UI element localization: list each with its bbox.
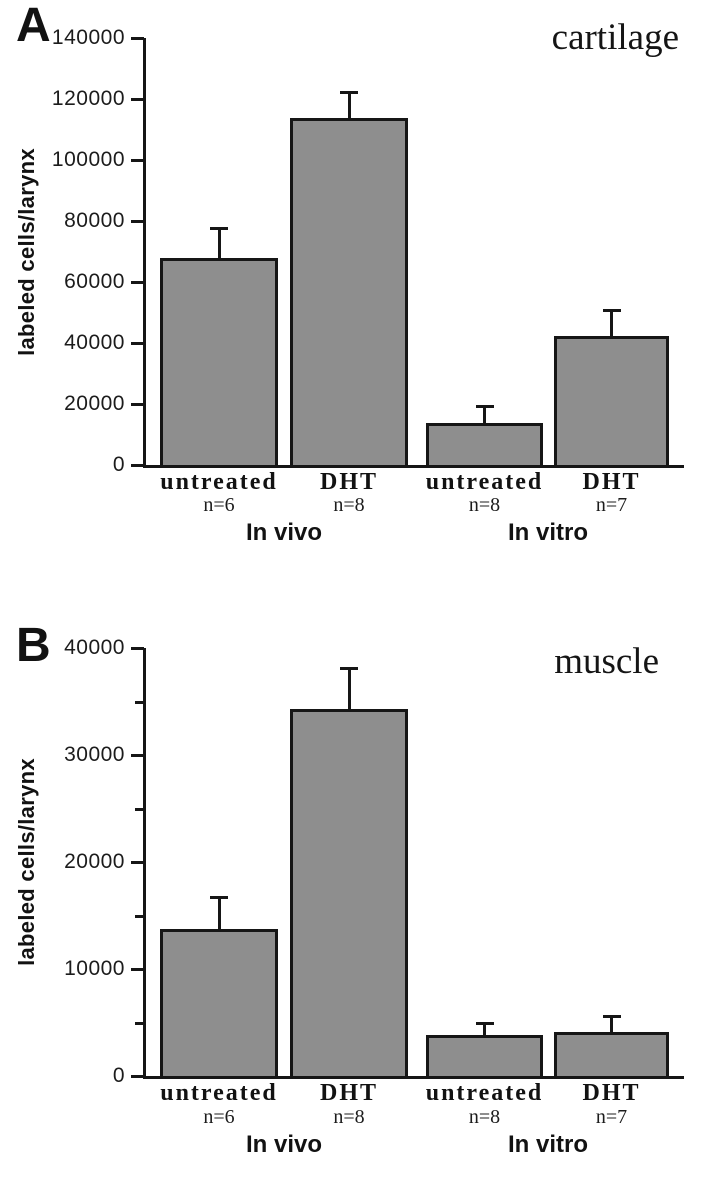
y-tick — [131, 754, 144, 757]
y-tick — [131, 464, 144, 467]
bar-category-label: DHT — [582, 469, 641, 495]
y-tick-label: 120000 — [51, 87, 125, 110]
bar-category-label: untreated — [160, 469, 278, 495]
y-axis — [143, 38, 146, 468]
y-tick-label: 40000 — [64, 636, 125, 659]
bar-category-label: DHT — [319, 469, 378, 495]
error-bar-line — [217, 898, 221, 930]
error-bar-cap — [602, 309, 621, 313]
group-label: In vitro — [507, 519, 588, 546]
y-tick-label: 30000 — [64, 743, 125, 766]
y-minor-tick — [135, 807, 144, 811]
bar-n-label: n=8 — [468, 1106, 501, 1128]
y-tick — [131, 220, 144, 223]
bar-untreated — [160, 929, 278, 1079]
bar-untreated — [426, 1035, 543, 1079]
y-minor-tick — [135, 914, 144, 918]
x-axis — [143, 1076, 684, 1079]
bar-untreated — [426, 422, 543, 468]
bar-n-label: n=8 — [333, 494, 365, 516]
error-bar-cap — [210, 896, 228, 900]
error-bar-line — [347, 669, 351, 709]
y-tick — [131, 342, 144, 345]
error-bar-line — [347, 93, 351, 119]
bar-DHT — [554, 336, 669, 468]
panel-title-muscle: muscle — [554, 641, 659, 682]
y-tick — [131, 403, 144, 406]
bar-DHT — [290, 708, 408, 1079]
y-tick-label: 10000 — [64, 957, 125, 980]
bar-n-label: n=7 — [595, 494, 628, 516]
bar-n-label: n=8 — [333, 1106, 365, 1128]
error-bar-cap — [340, 667, 358, 671]
error-bar-cap — [602, 1015, 621, 1019]
bar-DHT — [554, 1032, 669, 1079]
bar-n-label: n=6 — [203, 1106, 235, 1128]
y-tick-label: 60000 — [64, 270, 125, 293]
group-label: In vitro — [507, 1131, 588, 1158]
panel-letter-a: A — [16, 0, 51, 52]
x-axis — [143, 465, 684, 468]
y-axis — [143, 648, 146, 1079]
panel-letter-b: B — [16, 619, 51, 672]
bar-DHT — [290, 118, 408, 468]
error-bar-cap — [340, 91, 358, 95]
group-label: In vivo — [245, 519, 323, 546]
y-tick-label: 20000 — [64, 850, 125, 873]
y-axis-title: labeled cells/larynx — [14, 758, 39, 966]
bar-n-label: n=7 — [595, 1106, 628, 1128]
y-tick-label: 140000 — [51, 26, 125, 49]
y-minor-tick — [135, 700, 144, 704]
error-bar-line — [483, 1023, 486, 1036]
panel-title-cartilage: cartilage — [551, 17, 679, 58]
y-tick-label: 0 — [112, 1064, 125, 1087]
error-bar-line — [610, 1017, 613, 1033]
y-tick — [131, 281, 144, 284]
y-tick-label: 0 — [112, 453, 125, 476]
y-tick — [131, 1075, 144, 1078]
y-minor-tick — [135, 1021, 144, 1025]
bar-n-label: n=6 — [203, 494, 235, 516]
y-tick — [131, 861, 144, 864]
y-tick-label: 100000 — [51, 148, 125, 171]
bar-category-label: untreated — [425, 469, 544, 495]
y-tick-label: 20000 — [64, 392, 125, 415]
y-tick-label: 40000 — [64, 331, 125, 354]
y-tick — [131, 647, 144, 650]
error-bar-line — [610, 311, 613, 337]
bar-n-label: n=8 — [468, 494, 501, 516]
y-tick — [131, 159, 144, 162]
y-tick — [131, 98, 144, 101]
error-bar-line — [217, 229, 221, 258]
bar-category-label: untreated — [160, 1080, 278, 1106]
y-tick-label: 80000 — [64, 209, 125, 232]
y-tick — [131, 37, 144, 40]
bar-category-label: untreated — [425, 1080, 544, 1106]
error-bar-line — [483, 407, 486, 423]
error-bar-cap — [475, 1021, 494, 1025]
error-bar-cap — [475, 405, 494, 409]
bar-category-label: DHT — [582, 1080, 641, 1106]
group-label: In vivo — [245, 1131, 323, 1158]
bar-category-label: DHT — [319, 1080, 378, 1106]
bar-untreated — [160, 257, 278, 468]
y-tick — [131, 968, 144, 971]
error-bar-cap — [210, 227, 228, 230]
